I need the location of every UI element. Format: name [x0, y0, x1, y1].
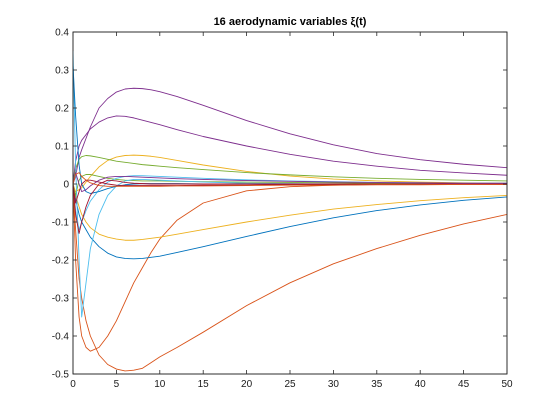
x-tick-label: 45 — [458, 379, 470, 390]
series-line-1 — [73, 87, 507, 185]
axis-ticks: 0 5 10 15 20 25 30 35 40 45 50 -0.5 -0.4 -0.3 -0.2 -0.1… — [52, 28, 513, 391]
y-tick-label: 0.4 — [55, 28, 69, 39]
series-line-13 — [73, 179, 507, 234]
x-tick-label: 30 — [328, 379, 340, 390]
series-line-15 — [73, 172, 507, 193]
series-line-6 — [73, 183, 507, 241]
y-tick-label: 0.2 — [55, 104, 69, 115]
x-tick-label: 5 — [114, 379, 120, 390]
series-line-7 — [73, 154, 507, 193]
x-tick-label: 35 — [371, 379, 383, 390]
series-group — [73, 50, 507, 372]
series-line-9 — [73, 174, 507, 196]
series-line-16 — [73, 172, 507, 187]
x-tick-label: 25 — [284, 379, 296, 390]
y-tick-label: -0.5 — [52, 370, 70, 381]
series-line-2 — [73, 115, 507, 185]
y-tick-label: -0.4 — [52, 332, 70, 343]
y-tick-label: 0.1 — [55, 142, 69, 153]
x-tick-label: 20 — [241, 379, 253, 390]
chart-title: 16 aerodynamic variables ξ(t) — [214, 16, 367, 28]
series-line-5 — [73, 183, 507, 260]
y-tick-label: 0.3 — [55, 66, 69, 77]
x-tick-label: 15 — [198, 379, 210, 390]
x-tick-label: 0 — [70, 379, 76, 390]
x-tick-label: 50 — [501, 379, 513, 390]
y-tick-label: -0.3 — [52, 294, 70, 305]
series-line-8 — [73, 155, 507, 185]
series-line-3 — [73, 183, 507, 372]
x-tick-label: 40 — [415, 379, 427, 390]
y-tick-label: -0.1 — [52, 218, 70, 229]
axes-frame — [72, 31, 508, 375]
y-tick-label: -0.2 — [52, 256, 70, 267]
y-tick-label: 0 — [63, 180, 69, 191]
x-tick-label: 10 — [154, 379, 166, 390]
